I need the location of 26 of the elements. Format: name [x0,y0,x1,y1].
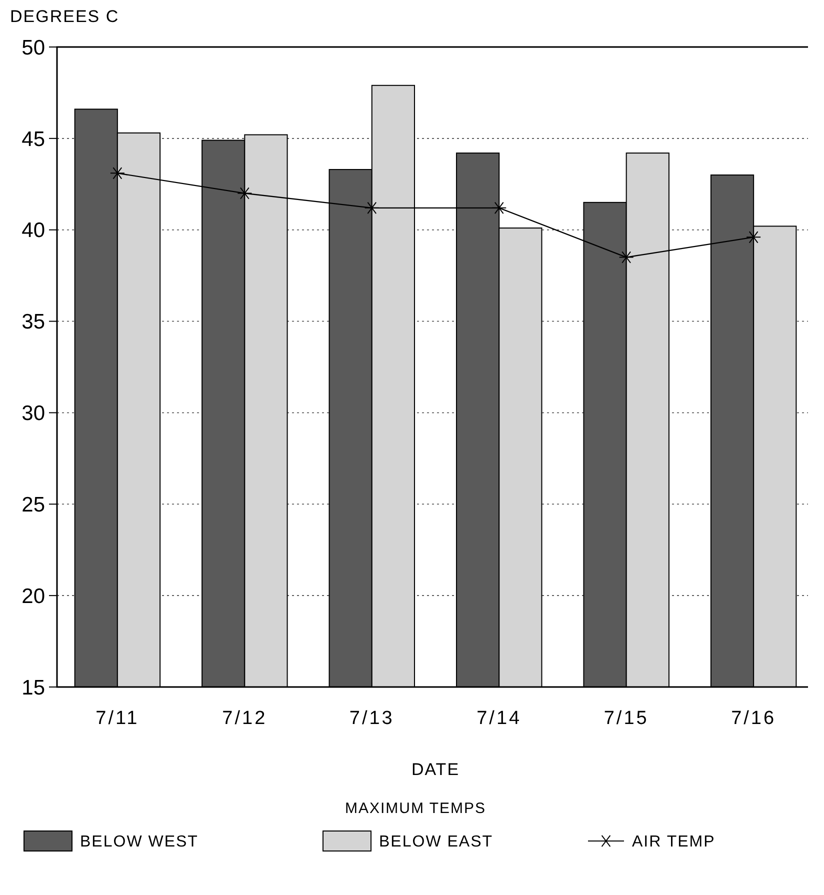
legend-label: BELOW WEST [80,834,198,851]
y-tick-label: 15 [22,676,45,700]
legend-title: MAXIMUM TEMPS [344,800,486,817]
y-tick-label: 45 [22,128,45,151]
y-tick-label: 35 [22,310,45,334]
point [618,251,634,264]
x-tick-label: 7/11 [96,708,140,729]
point [364,202,380,214]
point [110,167,125,180]
point [237,187,252,200]
x-tick-label: 7/13 [349,708,394,729]
y-tick-label: 20 [22,584,45,608]
x-axis-title: DATE [411,760,460,779]
y-tick-label: 40 [22,219,45,242]
y-tick-label: 25 [22,493,45,516]
y-axis-title: DEGREES C [10,7,120,26]
point [746,231,762,244]
point [492,202,507,214]
y-tick-label: 50 [22,36,45,60]
legend-label: BELOW EAST [379,834,494,851]
legend-label: AIR TEMP [632,834,716,851]
x-tick-label: 7/12 [222,708,268,729]
y-tick-label: 30 [22,402,45,426]
x-tick-label: 7/15 [604,708,649,729]
x-tick-label: 7/14 [476,708,522,729]
x-tick-label: 7/16 [731,708,776,729]
